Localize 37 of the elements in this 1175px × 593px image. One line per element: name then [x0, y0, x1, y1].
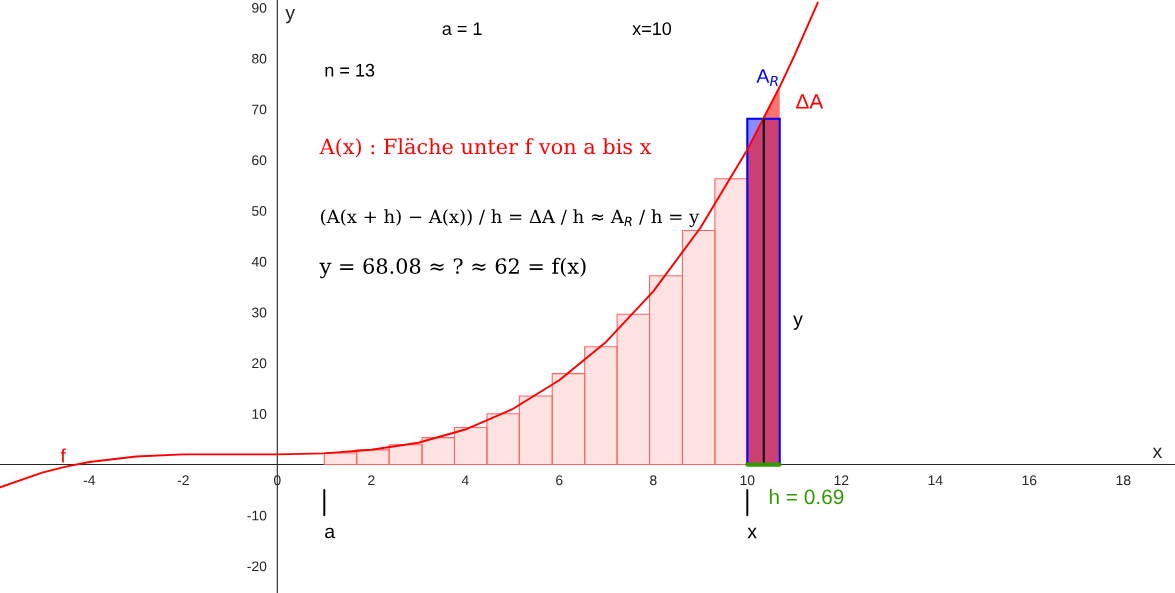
annotation: a	[325, 527, 336, 539]
y-tick-label: 90	[252, 2, 267, 13]
annotation: y = 68.08 ≈ ? ≈ 62 = f(x)	[319, 257, 586, 279]
y-tick-label: 80	[252, 53, 267, 64]
annotation: f	[60, 448, 66, 463]
y-tick-label: -20	[247, 561, 267, 572]
y-tick-label: 40	[251, 256, 267, 267]
x-tick-label: 14	[928, 475, 943, 486]
y-tick-label: -10	[247, 510, 267, 521]
annotation: a = 1	[442, 22, 482, 36]
annotation: A$_{R}$	[756, 69, 778, 86]
x-tick-label: 2	[368, 475, 375, 486]
y-tick-label: 20	[252, 358, 267, 369]
x-tick-label: 4	[461, 475, 469, 486]
x-tick-label: 16	[1022, 475, 1037, 486]
annotation: ΔA	[796, 94, 824, 109]
x-tick-label: 18	[1116, 475, 1131, 486]
y-tick-label: 70	[252, 104, 267, 115]
x-tick-label: 10	[740, 475, 755, 486]
annotation: x	[747, 527, 757, 539]
x-tick-label: 12	[834, 475, 849, 486]
y-tick-label: 60	[252, 155, 267, 166]
x-axis-title: x	[1152, 447, 1163, 459]
annotation: (A(x + h) − A(x)) / h = ΔA / h ≈ A$_{R}$ / h = y	[321, 209, 700, 228]
y-axis-title: y	[285, 8, 296, 24]
x-tick-label: 8	[650, 475, 657, 486]
annotation: y	[793, 315, 803, 330]
x-tick-label: -4	[83, 475, 96, 486]
y-tick-label: 30	[251, 307, 267, 318]
y-tick-label: 50	[251, 206, 267, 216]
y-tick-label: 10	[252, 409, 267, 419]
x-tick-label: 6	[556, 475, 563, 486]
annotation: x=10	[632, 22, 672, 36]
annotation: h = 0.69	[769, 489, 844, 505]
annotation: n = 13	[325, 63, 375, 77]
x-tick-label: -2	[177, 475, 189, 486]
annotation: A(x) : Fläche unter f von a bis x	[319, 138, 652, 158]
